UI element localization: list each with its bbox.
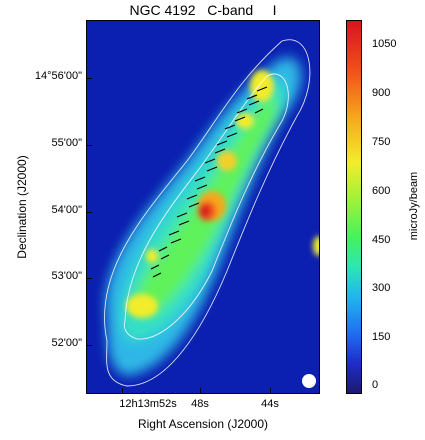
y-tick-label: 52'00" bbox=[51, 337, 82, 349]
x-tick bbox=[200, 388, 201, 394]
colorbar-tick-label: 1050 bbox=[372, 38, 397, 50]
colorbar-tick-label: 150 bbox=[372, 331, 391, 343]
colorbar-tick-label: 600 bbox=[372, 185, 391, 197]
y-tick bbox=[86, 345, 92, 346]
y-tick-label: 54'00" bbox=[51, 204, 82, 216]
colorbar-tick-label: 450 bbox=[372, 234, 391, 246]
radio-emission-map bbox=[87, 21, 319, 393]
radio-map-image bbox=[86, 20, 320, 394]
y-tick bbox=[86, 145, 92, 146]
beam-marker bbox=[302, 374, 316, 388]
x-axis-title: Right Ascension (J2000) bbox=[137, 417, 269, 431]
colorbar-unit-label: microJy/beam bbox=[408, 171, 420, 241]
x-tick-label: 48s bbox=[191, 398, 209, 410]
colorbar-tick-label: 300 bbox=[372, 282, 391, 294]
y-tick-label: 53'00" bbox=[51, 270, 82, 282]
colorbar bbox=[346, 20, 362, 394]
x-tick-label: 12h13m52s bbox=[119, 398, 177, 410]
y-axis-title: Declination (J2000) bbox=[15, 155, 29, 259]
y-tick bbox=[86, 212, 92, 213]
colorbar-tick-label: 750 bbox=[372, 136, 391, 148]
figure-title: NGC 4192 C-band I bbox=[129, 2, 277, 18]
colorbar-tick-label: 900 bbox=[372, 87, 391, 99]
colorbar-tick-label: 0 bbox=[372, 379, 379, 391]
y-tick-label: 14°56'00" bbox=[34, 70, 82, 82]
y-tick-label: 55'00" bbox=[51, 137, 82, 149]
y-tick bbox=[86, 78, 92, 79]
x-tick bbox=[270, 388, 271, 394]
x-tick bbox=[122, 388, 123, 394]
y-tick bbox=[86, 278, 92, 279]
x-tick-label: 44s bbox=[261, 398, 279, 410]
